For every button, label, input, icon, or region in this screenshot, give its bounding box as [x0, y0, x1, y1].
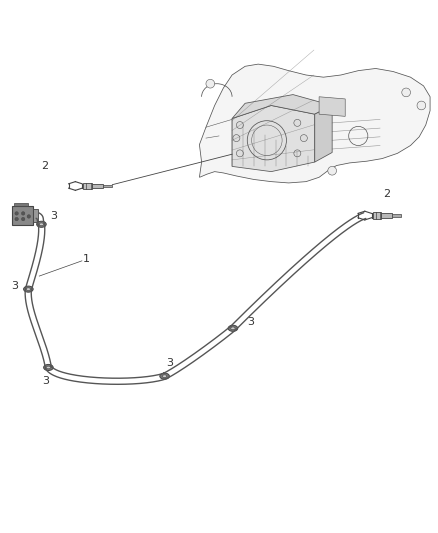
Text: 3: 3	[247, 317, 254, 327]
Polygon shape	[232, 94, 332, 118]
Circle shape	[15, 212, 18, 215]
Ellipse shape	[39, 223, 44, 225]
Polygon shape	[232, 106, 315, 172]
Circle shape	[237, 150, 244, 157]
Circle shape	[294, 119, 301, 126]
Bar	[33, 209, 38, 222]
Circle shape	[233, 135, 240, 142]
Text: 2: 2	[41, 161, 49, 172]
Ellipse shape	[162, 375, 167, 377]
Bar	[83, 182, 92, 189]
Ellipse shape	[24, 286, 33, 292]
Bar	[381, 213, 392, 218]
Bar	[103, 184, 112, 187]
Circle shape	[328, 166, 336, 175]
Ellipse shape	[37, 221, 46, 228]
Circle shape	[417, 101, 426, 110]
Text: 3: 3	[166, 358, 173, 368]
Circle shape	[21, 212, 25, 215]
Text: 1: 1	[83, 254, 90, 264]
Text: 3: 3	[11, 281, 18, 290]
Bar	[14, 203, 28, 206]
Bar	[92, 184, 103, 188]
Ellipse shape	[46, 366, 50, 369]
Circle shape	[15, 217, 18, 221]
Ellipse shape	[160, 373, 170, 379]
Ellipse shape	[228, 325, 238, 332]
Circle shape	[237, 122, 244, 128]
Polygon shape	[199, 64, 430, 183]
Bar	[373, 212, 381, 219]
Ellipse shape	[26, 288, 31, 290]
Text: 3: 3	[50, 212, 57, 221]
Ellipse shape	[44, 365, 53, 370]
Circle shape	[27, 215, 31, 218]
Polygon shape	[319, 97, 345, 116]
Ellipse shape	[231, 327, 235, 329]
Circle shape	[294, 150, 301, 157]
Circle shape	[300, 135, 307, 142]
Text: 2: 2	[383, 189, 390, 199]
Bar	[392, 214, 401, 217]
Circle shape	[21, 217, 25, 221]
Polygon shape	[315, 106, 332, 162]
Text: 3: 3	[42, 376, 49, 385]
Circle shape	[402, 88, 410, 97]
Bar	[12, 206, 33, 225]
Circle shape	[206, 79, 215, 88]
